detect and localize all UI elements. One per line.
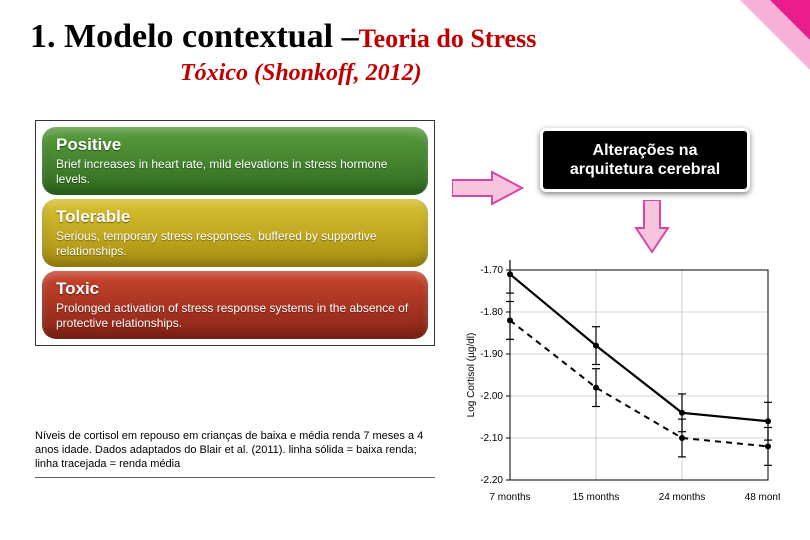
stress-desc: Brief increases in heart rate, mild elev… bbox=[56, 157, 414, 187]
page-subtitle: Tóxico (Shonkoff, 2012) bbox=[180, 60, 422, 87]
stress-level-toxic: Toxic Prolonged activation of stress res… bbox=[42, 271, 428, 339]
arrow-down-icon bbox=[634, 200, 670, 254]
page-title: 1. Modelo contextual –Teoria do Stress bbox=[30, 18, 536, 56]
callout-alterations: Alterações na arquitetura cerebral bbox=[540, 128, 750, 192]
arrow-right-icon bbox=[452, 170, 524, 206]
stress-desc: Serious, temporary stress responses, buf… bbox=[56, 229, 414, 259]
svg-text:24 months: 24 months bbox=[659, 492, 706, 503]
svg-text:7 months: 7 months bbox=[489, 492, 530, 503]
svg-text:-2.00: -2.00 bbox=[480, 391, 503, 402]
stress-level-positive: Positive Brief increases in heart rate, … bbox=[42, 127, 428, 195]
stress-level-tolerable: Tolerable Serious, temporary stress resp… bbox=[42, 199, 428, 267]
corner-accent bbox=[770, 0, 810, 40]
stress-label: Positive bbox=[56, 135, 414, 155]
svg-text:-1.80: -1.80 bbox=[480, 307, 503, 318]
svg-text:-1.70: -1.70 bbox=[480, 265, 503, 276]
svg-text:-1.90: -1.90 bbox=[480, 349, 503, 360]
svg-text:48 months: 48 months bbox=[745, 492, 780, 503]
cortisol-chart: -1.70 -1.80 -1.90 -2.00 -2.10 -2.20 7 months 15… bbox=[460, 260, 780, 510]
stress-label: Tolerable bbox=[56, 207, 414, 227]
title-prefix: 1. Modelo contextual – bbox=[30, 18, 359, 55]
svg-text:-2.20: -2.20 bbox=[480, 475, 503, 486]
svg-text:15 months: 15 months bbox=[573, 492, 620, 503]
stress-label: Toxic bbox=[56, 279, 414, 299]
chart-caption: Níveis de cortisol em repouso em criança… bbox=[35, 430, 435, 478]
stress-desc: Prolonged activation of stress response … bbox=[56, 301, 414, 331]
svg-text:-2.10: -2.10 bbox=[480, 433, 503, 444]
svg-text:Log Cortisol (µg/dl): Log Cortisol (µg/dl) bbox=[466, 333, 477, 418]
title-suffix: Teoria do Stress bbox=[359, 24, 537, 53]
stress-levels-panel: Positive Brief increases in heart rate, … bbox=[35, 120, 435, 346]
